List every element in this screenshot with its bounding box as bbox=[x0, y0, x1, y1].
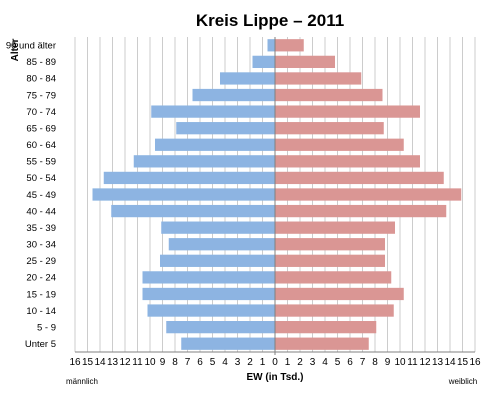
age-group-label: 35 - 39 bbox=[26, 223, 56, 234]
bar-male bbox=[111, 204, 275, 218]
bar-male bbox=[151, 105, 275, 118]
x-tick-label: 7 bbox=[360, 357, 366, 368]
age-group-label: 75 - 79 bbox=[26, 90, 56, 101]
x-tick-label: 16 bbox=[469, 357, 481, 368]
bars-group bbox=[92, 39, 462, 350]
age-group-label: 20 - 24 bbox=[26, 273, 56, 284]
age-group-label: 60 - 64 bbox=[26, 140, 56, 151]
x-tick-label: 9 bbox=[160, 357, 166, 368]
x-tick-label: 0 bbox=[272, 357, 278, 368]
age-group-label: Unter 5 bbox=[25, 339, 56, 350]
x-tick-label: 2 bbox=[297, 357, 303, 368]
age-group-label: 30 - 34 bbox=[26, 240, 56, 251]
age-group-label: 45 - 49 bbox=[26, 190, 56, 201]
bar-female bbox=[275, 238, 385, 251]
bar-female bbox=[275, 320, 377, 334]
bar-female bbox=[275, 271, 392, 284]
x-tick-label: 14 bbox=[94, 357, 106, 368]
bar-male bbox=[92, 188, 275, 201]
x-axis-label: EW (in Tsd.) bbox=[246, 372, 303, 383]
bar-female bbox=[275, 304, 394, 317]
bar-male bbox=[103, 171, 275, 185]
x-tick-label: 4 bbox=[222, 357, 228, 368]
x-tick-label: 5 bbox=[335, 357, 341, 368]
bar-female bbox=[275, 105, 420, 118]
bar-female bbox=[275, 55, 335, 69]
x-tick-label: 13 bbox=[432, 357, 444, 368]
bar-female bbox=[275, 204, 447, 218]
bar-male bbox=[161, 221, 275, 234]
age-group-label: 70 - 74 bbox=[26, 107, 56, 118]
bar-male bbox=[166, 320, 275, 334]
bar-male bbox=[252, 55, 275, 69]
chart-title: Kreis Lippe – 2011 bbox=[196, 11, 344, 30]
x-tick-label: 6 bbox=[347, 357, 353, 368]
age-group-label: 15 - 19 bbox=[26, 289, 56, 300]
x-tick-label: 3 bbox=[235, 357, 241, 368]
age-group-label: 40 - 44 bbox=[26, 206, 56, 217]
bar-female bbox=[275, 72, 362, 85]
bar-female bbox=[275, 122, 384, 135]
x-tick-label: 15 bbox=[457, 357, 469, 368]
x-tick-label: 3 bbox=[310, 357, 316, 368]
x-tick-label: 15 bbox=[82, 357, 94, 368]
bar-male bbox=[147, 304, 275, 317]
age-group-label: 65 - 69 bbox=[26, 123, 56, 134]
bar-female bbox=[275, 254, 385, 267]
x-tick-label: 6 bbox=[197, 357, 203, 368]
x-tick-label: 7 bbox=[185, 357, 191, 368]
bar-female bbox=[275, 188, 462, 201]
age-group-label: 90 und älter bbox=[6, 41, 56, 52]
female-label: weiblich bbox=[448, 377, 477, 386]
bar-female bbox=[275, 39, 304, 52]
bar-male bbox=[155, 138, 275, 151]
x-tick-labels: 16 15 14 13 12 11 10 9 8 7 6 5 4 3 2 1 0 1 2 3 4 5 6 7 8 9 10 11 12 1… bbox=[69, 357, 481, 368]
x-tick-label: 14 bbox=[444, 357, 456, 368]
x-tick-label: 10 bbox=[394, 357, 406, 368]
y-axis-label: Alter bbox=[10, 39, 21, 62]
x-tick-label: 13 bbox=[107, 357, 119, 368]
x-tick-label: 10 bbox=[144, 357, 156, 368]
bar-male bbox=[168, 238, 275, 251]
age-group-label: 50 - 54 bbox=[26, 173, 56, 184]
x-tick-label: 1 bbox=[285, 357, 291, 368]
x-tick-label: 1 bbox=[260, 357, 266, 368]
bar-male bbox=[160, 254, 275, 267]
x-tick-label: 9 bbox=[385, 357, 391, 368]
x-tick-label: 16 bbox=[69, 357, 81, 368]
x-tick-label: 5 bbox=[210, 357, 216, 368]
male-label: männlich bbox=[66, 377, 98, 386]
age-group-label: 55 - 59 bbox=[26, 157, 56, 168]
bar-female bbox=[275, 138, 404, 151]
x-tick-label: 12 bbox=[119, 357, 131, 368]
bar-male bbox=[267, 39, 275, 52]
x-tick-label: 8 bbox=[172, 357, 178, 368]
x-tick-label: 11 bbox=[132, 357, 143, 368]
age-group-label: 80 - 84 bbox=[26, 74, 56, 85]
bar-female bbox=[275, 171, 444, 185]
bar-male bbox=[176, 122, 275, 135]
bar-female bbox=[275, 155, 420, 168]
bar-female bbox=[275, 221, 395, 234]
x-tick-label: 11 bbox=[407, 357, 418, 368]
bar-male bbox=[220, 72, 275, 85]
age-group-label: 85 - 89 bbox=[26, 57, 56, 68]
bar-male bbox=[192, 88, 275, 102]
age-group-label: 5 - 9 bbox=[37, 322, 56, 333]
bar-male bbox=[142, 287, 275, 301]
bar-male bbox=[133, 155, 275, 168]
x-tick-label: 12 bbox=[419, 357, 431, 368]
bar-male bbox=[142, 271, 275, 284]
x-tick-label: 8 bbox=[372, 357, 378, 368]
age-group-labels: 90 und älter 85 - 89 80 - 84 75 - 79 70 - 74… bbox=[6, 41, 56, 350]
age-group-label: 10 - 14 bbox=[26, 306, 56, 317]
x-tick-label: 2 bbox=[247, 357, 253, 368]
x-tick-label: 4 bbox=[322, 357, 328, 368]
age-group-label: 25 - 29 bbox=[26, 256, 56, 267]
bar-male bbox=[181, 337, 275, 350]
bar-female bbox=[275, 88, 383, 102]
bar-female bbox=[275, 337, 369, 350]
bar-female bbox=[275, 287, 404, 301]
